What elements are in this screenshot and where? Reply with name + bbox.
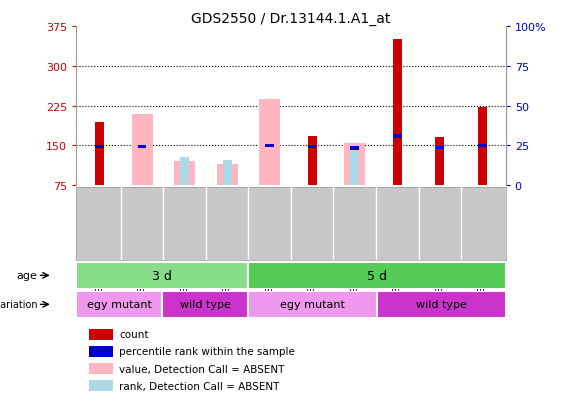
Bar: [344, 143, 366, 186]
Bar: [216, 165, 238, 186]
Bar: [350, 147, 359, 151]
Bar: [180, 158, 189, 186]
Bar: [89, 329, 113, 339]
Bar: [248, 262, 506, 289]
Text: wild type: wild type: [416, 299, 467, 310]
Bar: [138, 145, 146, 149]
Bar: [223, 161, 232, 186]
Bar: [248, 291, 377, 318]
Text: age: age: [17, 271, 38, 281]
Bar: [350, 152, 359, 186]
Text: value, Detection Call = ABSENT: value, Detection Call = ABSENT: [119, 364, 285, 374]
Bar: [393, 40, 402, 186]
Bar: [377, 291, 506, 318]
Bar: [89, 363, 113, 374]
Bar: [76, 291, 162, 318]
Bar: [436, 146, 444, 150]
Text: wild type: wild type: [180, 299, 231, 310]
Text: 3 d: 3 d: [152, 269, 172, 282]
Text: percentile rank within the sample: percentile rank within the sample: [119, 347, 295, 356]
Bar: [393, 135, 402, 138]
Bar: [95, 122, 105, 186]
Bar: [259, 100, 280, 186]
Bar: [95, 145, 104, 149]
Title: GDS2550 / Dr.13144.1.A1_at: GDS2550 / Dr.13144.1.A1_at: [192, 12, 390, 26]
Bar: [89, 346, 113, 357]
Bar: [132, 114, 153, 186]
Bar: [307, 137, 317, 186]
Bar: [76, 262, 248, 289]
Text: count: count: [119, 329, 149, 339]
Text: egy mutant: egy mutant: [280, 299, 345, 310]
Bar: [162, 291, 248, 318]
Bar: [266, 144, 274, 148]
Bar: [477, 108, 487, 186]
Bar: [478, 144, 486, 148]
Bar: [435, 138, 445, 186]
Text: rank, Detection Call = ABSENT: rank, Detection Call = ABSENT: [119, 381, 280, 391]
Bar: [174, 162, 195, 186]
Bar: [308, 145, 316, 149]
Text: 5 d: 5 d: [367, 269, 387, 282]
Text: egy mutant: egy mutant: [87, 299, 151, 310]
Bar: [89, 380, 113, 392]
Text: genotype/variation: genotype/variation: [0, 299, 38, 310]
